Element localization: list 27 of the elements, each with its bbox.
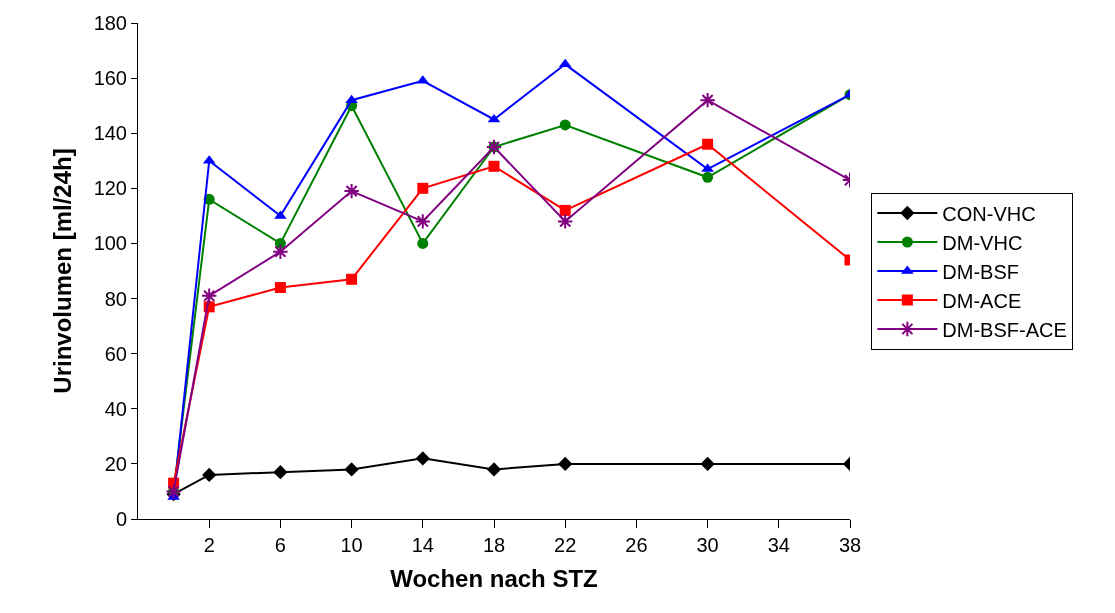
y-tick-label: 60	[104, 342, 127, 365]
y-tick-label: 40	[104, 397, 127, 420]
x-tick-label: 6	[274, 534, 286, 556]
legend-label: DM-ACE	[942, 289, 1022, 312]
y-tick-label: 120	[93, 177, 127, 200]
x-tick-label: 30	[696, 534, 719, 556]
y-tick-label: 100	[93, 232, 127, 255]
y-tick-label: 80	[104, 287, 127, 310]
x-tick-label: 14	[411, 534, 434, 556]
y-tick-label: 180	[93, 12, 127, 34]
y-tick-label: 20	[104, 452, 127, 475]
x-tick-label: 38	[838, 534, 862, 556]
y-axis-title: Urinvolumen [ml/24h]	[48, 148, 76, 394]
y-tick-label: 140	[93, 122, 127, 145]
legend-label: CON-VHC	[942, 202, 1036, 225]
x-tick-label: 34	[767, 534, 790, 556]
x-tick-label: 26	[625, 534, 648, 556]
legend-label: DM-VHC	[942, 231, 1023, 254]
x-axis-title: Wochen nach STZ	[390, 565, 598, 593]
x-tick-label: 10	[340, 534, 363, 556]
x-tick-label: 2	[203, 534, 215, 556]
legend-label: DM-BSF	[942, 260, 1020, 283]
x-tick-label: 18	[482, 534, 506, 556]
x-tick-label: 22	[554, 534, 577, 556]
legend-label: DM-BSF-ACE	[942, 318, 1067, 341]
y-tick-label: 160	[93, 67, 127, 90]
y-tick-label: 0	[115, 508, 127, 530]
